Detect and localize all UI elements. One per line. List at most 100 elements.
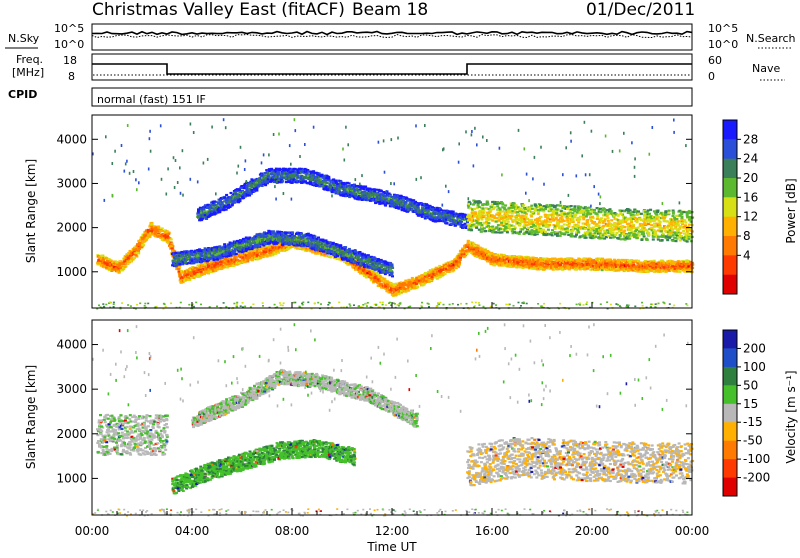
range-cell xyxy=(157,227,160,229)
range-cell xyxy=(148,236,151,238)
range-cell xyxy=(278,240,281,242)
range-cell xyxy=(672,261,675,263)
beam-label: Beam 18 xyxy=(352,0,428,20)
range-cell xyxy=(151,223,154,225)
range-cell xyxy=(190,273,193,275)
range-cell xyxy=(588,266,591,268)
range-cell xyxy=(477,245,480,247)
freq-left-tick-top: 18 xyxy=(63,54,77,67)
range-cell xyxy=(438,276,441,278)
plot-title: Christmas Valley East (fitACF) xyxy=(92,0,345,20)
range-cell xyxy=(118,272,121,274)
range-cell xyxy=(309,237,312,239)
range-cell xyxy=(203,273,206,275)
range-cell xyxy=(235,253,238,255)
freq-label-line1: Freq. xyxy=(16,53,43,66)
range-cell xyxy=(179,263,182,265)
range-cell xyxy=(293,235,296,237)
noise-right-tick-bottom: 10^0 xyxy=(708,38,738,51)
range-cell xyxy=(530,266,533,268)
range-cell xyxy=(261,256,264,258)
range-cell xyxy=(444,273,447,275)
range-cell xyxy=(171,247,174,249)
range-cell xyxy=(216,253,219,255)
range-cell xyxy=(461,249,464,251)
range-cell xyxy=(247,238,250,240)
range-cell xyxy=(159,230,162,232)
nave-label: Nave xyxy=(752,62,780,75)
cpid-panel: CPID normal (fast) 151 IF xyxy=(8,88,692,106)
range-cell xyxy=(145,239,148,241)
range-cell xyxy=(178,268,181,270)
noise-left-tick-bottom: 10^0 xyxy=(54,38,84,51)
range-cell xyxy=(324,253,327,255)
range-cell xyxy=(223,266,226,268)
range-cell xyxy=(458,263,461,265)
range-cell xyxy=(311,248,314,250)
range-cell xyxy=(245,249,248,251)
range-cell xyxy=(687,260,690,262)
range-cell xyxy=(513,255,516,257)
range-cell xyxy=(200,255,203,257)
range-cell xyxy=(617,264,620,266)
range-cell xyxy=(190,257,193,259)
range-cell xyxy=(238,260,241,262)
power-data xyxy=(92,118,694,309)
range-cell xyxy=(470,245,473,247)
range-cell xyxy=(230,254,233,256)
range-cell xyxy=(216,263,219,265)
cpid-label: CPID xyxy=(8,88,37,101)
range-cell xyxy=(404,288,407,290)
range-cell xyxy=(648,267,651,269)
range-cell xyxy=(284,243,287,245)
noise-sky-line xyxy=(92,32,692,35)
freq-label-line2: [MHz] xyxy=(12,66,44,79)
range-cell xyxy=(291,232,294,234)
range-cell xyxy=(272,230,275,232)
range-cell xyxy=(466,253,469,255)
range-cell xyxy=(310,234,313,236)
range-cell xyxy=(639,262,642,264)
freq-left-tick-bottom: 8 xyxy=(68,70,75,83)
range-cell xyxy=(279,238,282,240)
range-cell xyxy=(197,264,200,266)
range-cell xyxy=(259,234,262,236)
range-cell xyxy=(458,261,461,263)
noise-left-tick-top: 10^5 xyxy=(54,22,84,35)
range-cell xyxy=(495,256,498,258)
range-cell xyxy=(519,266,522,268)
freq-right-tick-bottom: 0 xyxy=(708,70,715,83)
range-cell xyxy=(180,251,183,253)
range-cell xyxy=(459,259,462,261)
range-cell xyxy=(529,260,532,262)
range-cell xyxy=(124,266,127,268)
range-cell xyxy=(191,260,194,262)
range-cell xyxy=(242,244,245,246)
range-cell xyxy=(261,248,264,250)
range-cell xyxy=(452,269,455,271)
cpid-text: normal (fast) 151 IF xyxy=(97,93,206,106)
range-cell xyxy=(200,273,203,275)
range-cell xyxy=(137,240,140,242)
frequency-panel: Freq. [MHz] 18 8 60 0 Nave xyxy=(12,53,785,83)
range-cell xyxy=(295,233,298,235)
range-cell xyxy=(657,262,660,264)
range-cell xyxy=(578,258,581,260)
frequency-line xyxy=(92,64,692,74)
range-cell xyxy=(257,246,260,248)
range-cell xyxy=(675,264,678,266)
range-cell xyxy=(256,254,259,256)
range-cell xyxy=(309,242,312,244)
range-cell xyxy=(181,255,184,257)
range-cell xyxy=(368,271,371,273)
range-cell xyxy=(216,259,219,261)
range-cell xyxy=(142,244,145,246)
range-cell xyxy=(543,268,546,270)
range-cell xyxy=(264,236,267,238)
range-cell xyxy=(170,238,173,240)
range-cell xyxy=(314,236,317,238)
range-cell xyxy=(416,286,419,288)
range-cell xyxy=(170,245,173,247)
